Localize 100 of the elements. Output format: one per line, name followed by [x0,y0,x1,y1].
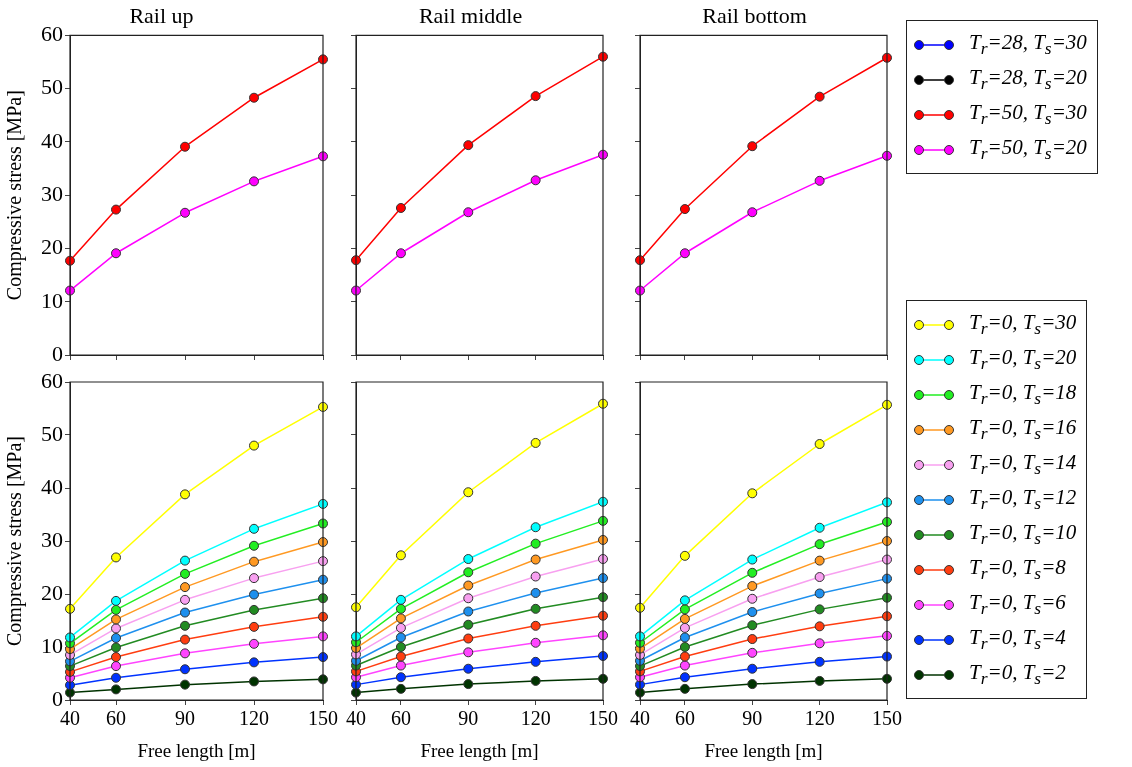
y-tick-label: 30 [41,526,63,552]
point [111,204,121,215]
point [180,489,190,500]
point [530,603,541,614]
point [814,621,825,632]
point [463,207,474,218]
point [463,487,474,498]
point [395,660,406,671]
y-tick-label: 60 [41,21,63,47]
point [180,594,190,605]
x-tick-label: 60 [106,707,126,730]
point [679,672,690,683]
y-tick-label: 40 [41,127,63,153]
point [395,603,406,614]
point [814,572,825,583]
point [111,552,121,563]
point [249,676,259,687]
point [530,538,541,549]
point [747,679,758,690]
legend-label: T$_{r}$=0, T$_{s}$=10 [969,519,1077,550]
legend-label: T$_{r}$=0, T$_{s}$=6 [969,589,1066,620]
point [249,92,259,103]
point [679,683,690,694]
point [530,175,541,186]
point [249,556,259,567]
y-tick-label: 50 [41,420,63,446]
point [747,647,758,658]
point [530,656,541,667]
point [249,604,259,615]
point [463,580,474,591]
legend-label: T$_{r}$=50, T$_{s}$=30 [969,99,1087,130]
point [249,176,259,187]
point [111,652,121,663]
y-tick-label: 30 [41,180,63,206]
y-tick-label: 60 [41,367,63,393]
x-tick-label: 150 [308,707,338,730]
point [530,554,541,565]
point [249,573,259,584]
legend-label: T$_{r}$=28, T$_{s}$=20 [969,64,1087,95]
point [530,91,541,102]
point [463,140,474,151]
point [679,651,690,662]
point [463,619,474,630]
point [395,613,406,624]
chart-title: Rail up [129,2,194,28]
point [747,581,758,592]
point [249,523,259,534]
point [814,604,825,615]
point [463,593,474,604]
point [747,593,758,604]
point [395,248,406,259]
y-tick-label: 50 [41,74,63,100]
point [111,684,121,695]
point [679,604,690,615]
point [679,660,690,671]
x-tick-label: 120 [239,707,269,730]
point [747,207,758,218]
y-axis-title: Compressive stress [MPa] [3,436,27,646]
point [463,633,474,644]
x-tick-label: 40 [346,707,366,730]
point [463,679,474,690]
point [679,248,690,259]
y-tick-label: 0 [52,340,63,366]
point [111,661,121,672]
point [463,567,474,578]
point [814,91,825,102]
point [679,204,690,215]
point [111,614,121,625]
point [747,663,758,674]
y-tick-label: 20 [41,579,63,605]
point [395,594,406,605]
point [249,540,259,551]
point [180,679,190,690]
y-tick-label: 20 [41,234,63,260]
point [180,620,190,631]
point [814,656,825,667]
point [111,604,121,615]
x-tick-label: 120 [804,707,835,730]
legend-label: T$_{r}$=0, T$_{s}$=18 [969,379,1077,410]
point [679,622,690,633]
legend-label: T$_{r}$=0, T$_{s}$=20 [969,344,1077,375]
point [180,582,190,593]
point [747,620,758,631]
point [395,550,406,561]
legend-label: T$_{r}$=0, T$_{s}$=2 [969,659,1066,690]
point [395,651,406,662]
chart-title: Rail bottom [702,2,807,28]
legend-label: T$_{r}$=0, T$_{s}$=4 [969,624,1066,655]
point [249,657,259,668]
point [111,248,121,259]
point [814,175,825,186]
point [180,207,190,218]
point [747,634,758,645]
point [249,440,259,451]
x-axis-title: Free length [m] [704,739,823,761]
point [249,621,259,632]
y-tick-label: 10 [41,632,63,658]
point [395,622,406,633]
point [679,642,690,652]
x-tick-label: 60 [390,707,411,730]
